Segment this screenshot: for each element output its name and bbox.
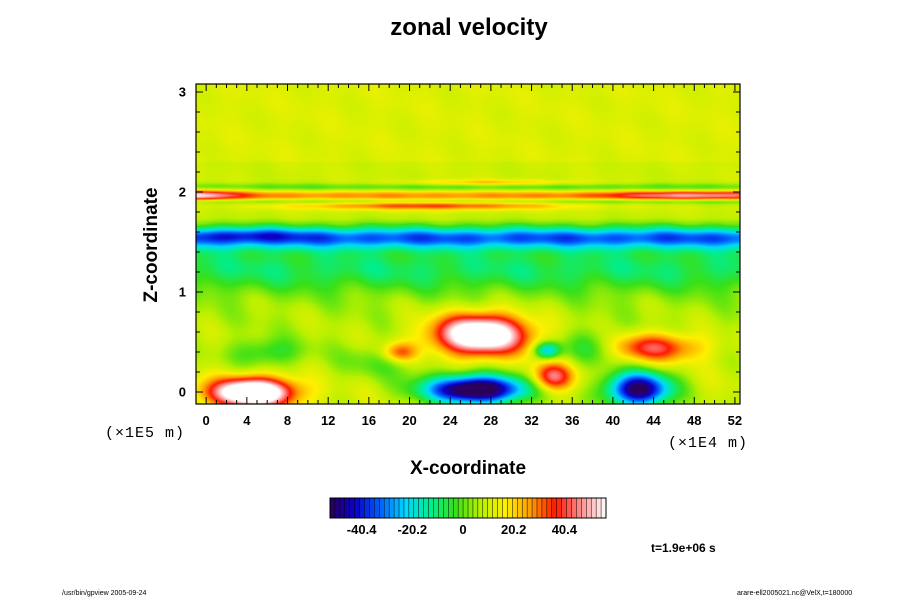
y-tick-label: 0 — [178, 384, 186, 400]
colorbar-tick-label: 20.2 — [501, 522, 527, 537]
time-label: t=1.9e+06 s — [651, 541, 716, 555]
x-tick-label: 28 — [483, 413, 499, 428]
colorbar-tick-label: -40.4 — [346, 522, 377, 537]
x-tick-label: 24 — [442, 413, 458, 428]
x-tick-label: 16 — [361, 413, 377, 428]
x-tick-label: 12 — [320, 413, 336, 428]
x-tick-label: 48 — [687, 413, 702, 428]
y-tick-label: 2 — [178, 184, 186, 200]
x-tick-label: 0 — [202, 413, 210, 428]
x-tick-label: 36 — [564, 413, 580, 428]
x-tick-label: 40 — [605, 413, 621, 428]
chart-title: zonal velocity — [390, 14, 548, 41]
colorbar-tick-label: -20.2 — [397, 522, 428, 537]
x-tick-label: 44 — [646, 413, 661, 428]
x-tick-label: 4 — [243, 413, 251, 428]
x-axis-label: X-coordinate — [409, 458, 527, 479]
colorbar-tick-label: 40.4 — [551, 522, 577, 537]
footer-file: arare-ell2005021.nc@VelX,t=180000 — [737, 590, 853, 597]
x-tick-label: 32 — [524, 413, 539, 428]
x-tick-label: 8 — [283, 413, 292, 428]
plot-border — [195, 83, 741, 405]
x-tick-label: 20 — [402, 413, 417, 428]
y-tick-label: 3 — [178, 84, 186, 100]
y-scale-label: (×1E5 m) — [105, 425, 186, 442]
heatmap-plot — [196, 84, 740, 404]
x-scale-label: (×1E4 m) — [668, 435, 749, 452]
x-tick-label: 52 — [727, 413, 743, 428]
y-tick-label: 1 — [178, 284, 186, 300]
colorbar-tick-label: 0 — [459, 522, 467, 537]
footer-command: /usr/bin/gpview 2005-09-24 — [62, 590, 147, 597]
